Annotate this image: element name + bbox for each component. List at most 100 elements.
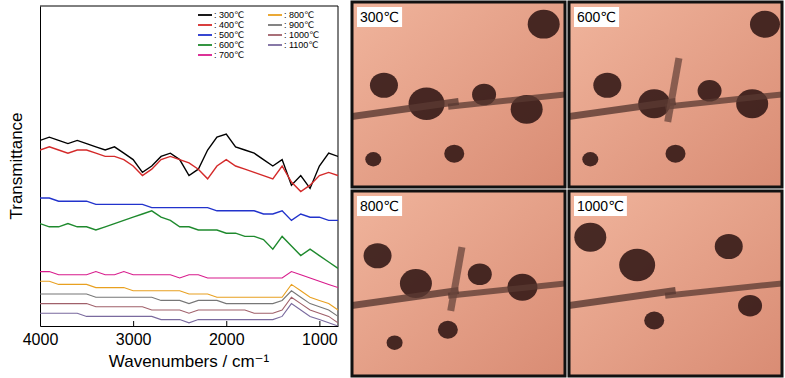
photo-panel: 800℃ (342, 191, 575, 376)
spectrum-line (40, 304, 338, 326)
x-tick: 1000 (302, 321, 338, 348)
y-axis-title: Transmittance (7, 112, 26, 219)
photo-particle (738, 295, 762, 317)
legend-label: : 800℃ (284, 10, 314, 20)
photo-panel: 1000℃ (559, 191, 785, 376)
legend-swatch (198, 44, 212, 46)
photo-fiber (448, 90, 565, 109)
photo-label-box (574, 196, 627, 216)
legend-swatch (268, 44, 282, 46)
spectrum-line (40, 147, 338, 192)
photo-particle (750, 11, 780, 38)
y-axis-line (40, 7, 41, 327)
spectrum-line (40, 211, 338, 269)
photo-label: 1000℃ (577, 198, 624, 214)
legend-label: : 400℃ (214, 20, 244, 30)
legend-item: : 500℃ (198, 30, 244, 40)
legend-swatch (198, 54, 212, 56)
photo-particle (715, 234, 743, 259)
photo-label: 300℃ (360, 9, 399, 25)
legend-label: : 1000℃ (284, 30, 319, 40)
legend-item: : 300℃ (198, 10, 244, 20)
x-tick-label: 2000 (209, 331, 245, 348)
photo-panel: 600℃ (559, 2, 785, 187)
x-axis-line (41, 326, 339, 327)
photo-fiber (665, 279, 782, 298)
x-tick-mark (133, 321, 134, 326)
photo-particle (593, 73, 621, 98)
photo-label-box (357, 7, 402, 27)
photo-label-box (574, 7, 619, 27)
photo-border (352, 191, 565, 376)
legend-swatch (198, 14, 212, 16)
photo-border (569, 2, 782, 187)
legend-item: : 1100℃ (268, 40, 318, 50)
legend-swatch (198, 24, 212, 26)
photo-background (569, 2, 782, 187)
y-axis (40, 7, 41, 327)
legend-label: : 900℃ (284, 20, 314, 30)
figure: 4000 3000 2000 1000 Wavenumbers / cm⁻¹ Transm… (0, 0, 785, 378)
plot-frame (40, 6, 338, 326)
legend-swatch (268, 24, 282, 26)
legend-item: : 700℃ (198, 50, 244, 60)
x-tick-label: 3000 (116, 331, 152, 348)
photo-fiber (665, 90, 782, 109)
legend-swatch (268, 34, 282, 36)
x-tick: 2000 (209, 321, 245, 348)
legend-label: : 700℃ (214, 50, 244, 60)
legend-label: : 600℃ (214, 40, 244, 50)
legend-label: : 300℃ (214, 10, 244, 20)
spectrum-line (40, 297, 338, 323)
photo-particle (528, 10, 560, 39)
photo-particle (644, 312, 664, 330)
legend-swatch (268, 14, 282, 16)
photo-fiber (448, 279, 565, 298)
photo-label-box (357, 196, 402, 216)
legend-item: : 400℃ (198, 20, 244, 30)
photo-border (569, 191, 782, 376)
x-tick-mark (319, 321, 320, 326)
legend-swatch (198, 34, 212, 36)
legend-item: : 800℃ (268, 10, 314, 20)
photo-label: 600℃ (577, 9, 616, 25)
photo-particle (444, 145, 464, 163)
legend-label: : 500℃ (214, 30, 244, 40)
photo-particle (666, 145, 686, 163)
legend-item: : 900℃ (268, 20, 314, 30)
photo-particle (468, 263, 492, 285)
x-tick-label: 4000 (23, 331, 59, 348)
photo-fiber (447, 247, 465, 312)
photo-fiber (352, 98, 459, 121)
photo-fiber (569, 287, 676, 310)
photo-particle (574, 223, 606, 252)
x-axis: 4000 3000 2000 1000 (23, 321, 339, 348)
x-tick-label: 1000 (302, 331, 338, 348)
spectrum-line (40, 281, 338, 310)
photo-particle (438, 321, 458, 339)
photo-fiber (664, 58, 682, 123)
legend-item: : 600℃ (198, 40, 244, 50)
photo-particle (364, 243, 392, 268)
x-tick: 3000 (116, 321, 152, 348)
photo-particle (619, 249, 655, 281)
photo-particle (387, 336, 403, 350)
legend-label: : 1100℃ (284, 40, 318, 50)
photo-particle (370, 73, 398, 98)
photo-background (569, 191, 782, 376)
photo-panel: 300℃ (342, 2, 575, 187)
photo-particle (365, 152, 381, 166)
spectrum-line (40, 198, 338, 220)
photo-fiber (352, 287, 459, 310)
legend-item: : 1000℃ (268, 30, 319, 40)
photo-label: 800℃ (360, 198, 399, 214)
photo-particle (582, 152, 598, 166)
legend: : 300℃: 400℃: 500℃: 600℃: 700℃ : 800℃: 90… (198, 10, 319, 60)
photo-background (352, 191, 565, 376)
photo-fiber (569, 98, 676, 121)
x-tick-mark (226, 321, 227, 326)
plot-lines (40, 134, 338, 326)
x-axis-title: Wavenumbers / cm⁻¹ (109, 352, 270, 371)
photo-background (352, 2, 565, 187)
photo-border (352, 2, 565, 187)
